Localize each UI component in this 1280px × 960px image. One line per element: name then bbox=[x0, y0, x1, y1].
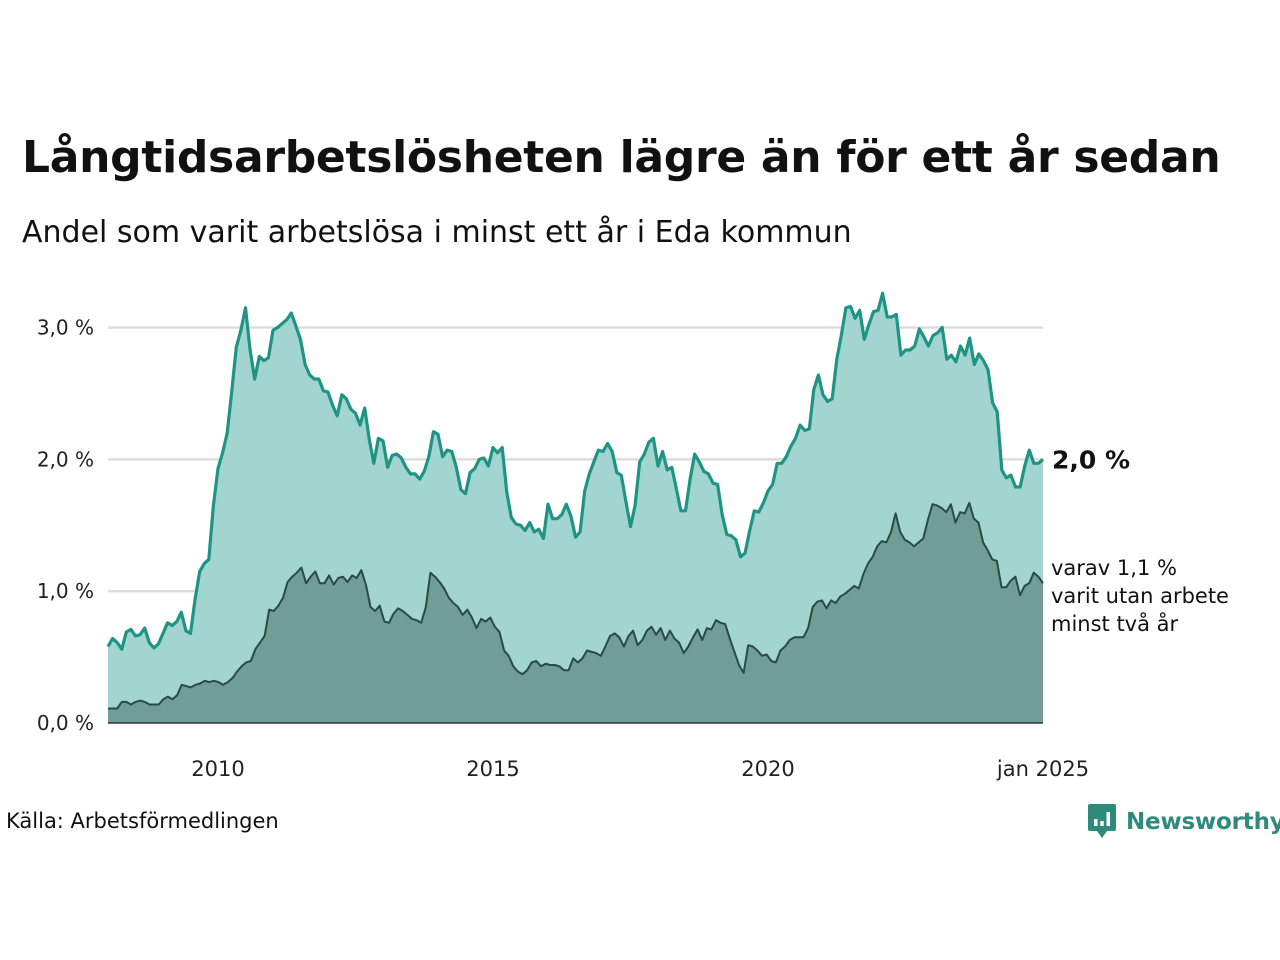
y-tick-label: 0,0 % bbox=[37, 711, 94, 735]
y-tick-label: 3,0 % bbox=[37, 316, 94, 340]
series-minst-ett-ar-end-label: 2,0 % bbox=[1052, 445, 1130, 474]
x-axis-ticks: 2010 2015 2020 jan 2025 bbox=[191, 757, 1089, 781]
brand-logo[interactable]: Newsworthy bbox=[1088, 804, 1280, 840]
sub-end-label-line: varav 1,1 % bbox=[1051, 556, 1177, 580]
source-note: Källa: Arbetsförmedlingen bbox=[6, 809, 279, 833]
x-tick-label: 2015 bbox=[466, 757, 519, 781]
chart-title: Långtidsarbetslösheten lägre än för ett … bbox=[22, 132, 1221, 183]
x-tick-label: 2020 bbox=[741, 757, 794, 781]
series-minst-tva-ar-line bbox=[108, 501, 1044, 710]
y-tick-label: 2,0 % bbox=[37, 447, 94, 471]
series-minst-tva-ar-area bbox=[108, 502, 1043, 723]
series-minst-ett-ar-line bbox=[106, 291, 1045, 651]
x-tick-label: jan 2025 bbox=[996, 757, 1089, 781]
sub-end-label-line: minst två år bbox=[1051, 611, 1179, 636]
sub-end-label-line: varit utan arbete bbox=[1051, 584, 1229, 608]
newsworthy-logo-icon bbox=[1088, 804, 1116, 838]
chart-subtitle: Andel som varit arbetslösa i minst ett å… bbox=[22, 215, 852, 250]
brand-name: Newsworthy bbox=[1126, 809, 1280, 835]
y-axis-ticks: 0,0 % 1,0 % 2,0 % 3,0 % bbox=[37, 316, 94, 735]
series-minst-tva-ar-end-label: varav 1,1 % varit utan arbete minst två år bbox=[1051, 556, 1229, 636]
y-tick-label: 1,0 % bbox=[37, 579, 94, 603]
x-tick-label: 2010 bbox=[191, 757, 244, 781]
